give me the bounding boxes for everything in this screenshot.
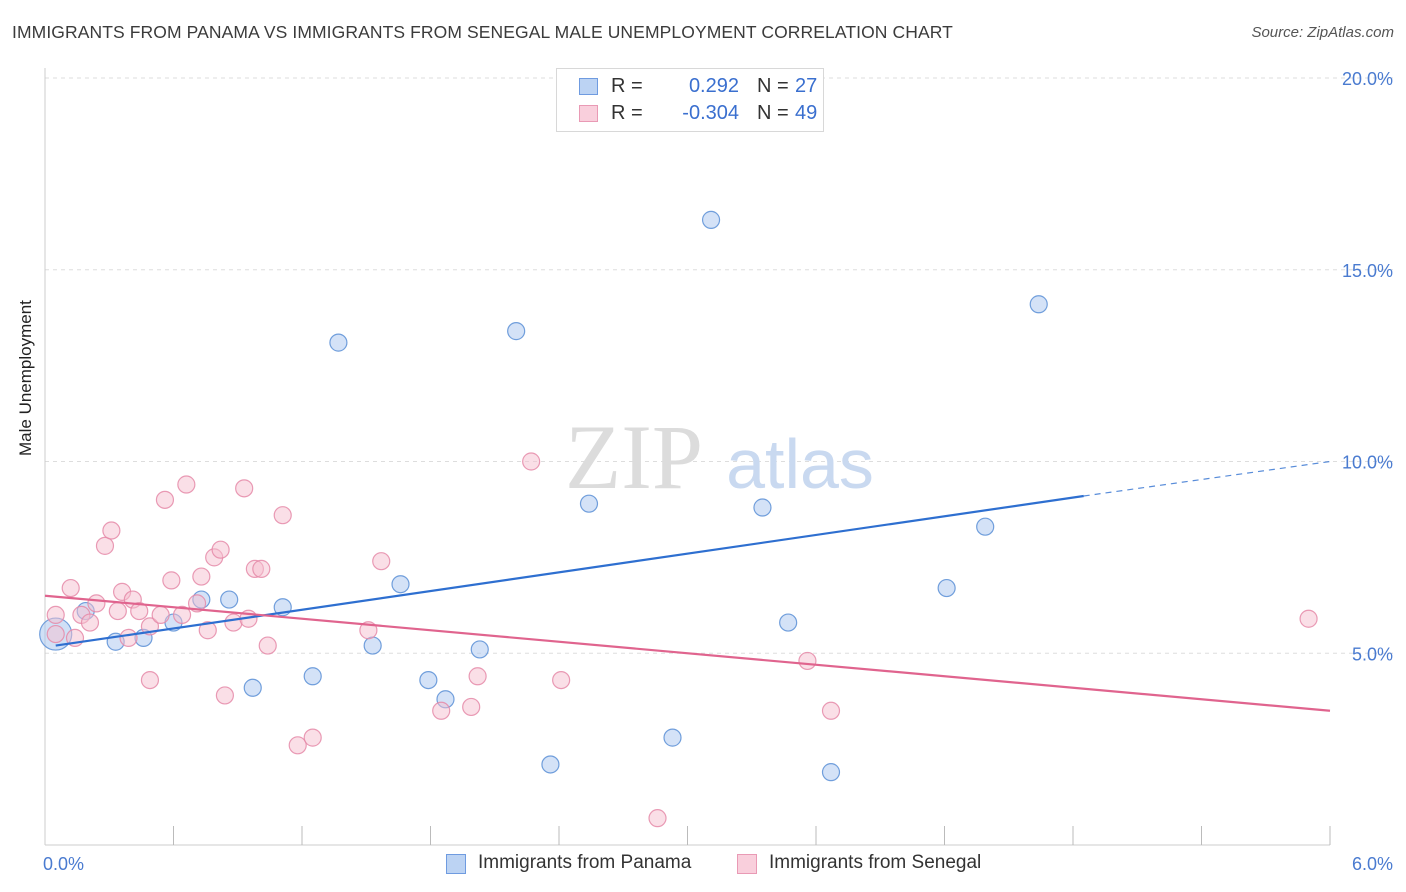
panama-point <box>243 678 262 697</box>
watermark-atlas: atlas <box>726 425 874 503</box>
senegal-point <box>798 651 817 671</box>
senegal-point <box>46 605 65 625</box>
n-label: N = <box>757 102 789 124</box>
tick-label-layer: 5.0% 10.0% 15.0% 20.0% 0.0% 6.0% <box>43 69 1393 874</box>
source-credit: Source: ZipAtlas.com <box>1251 24 1394 41</box>
y-tick-label: 15.0% <box>1342 261 1393 281</box>
senegal-point <box>273 506 292 525</box>
panama-point <box>541 755 560 774</box>
panama-point <box>220 590 239 609</box>
panama-point <box>470 640 489 659</box>
senegal-point <box>224 613 243 632</box>
panama-point <box>363 636 382 655</box>
senegal-swatch <box>579 105 598 122</box>
senegal-point <box>468 667 487 686</box>
senegal-point <box>95 536 115 555</box>
senegal-point <box>155 490 175 509</box>
senegal-point <box>192 567 211 586</box>
senegal-legend-label: Immigrants from Senegal <box>769 852 982 873</box>
r-label: R = <box>611 102 643 124</box>
senegal-point <box>119 628 138 648</box>
senegal-point <box>432 701 451 720</box>
r-label: R = <box>611 75 643 97</box>
senegal-point <box>187 594 207 613</box>
senegal-point <box>648 809 667 828</box>
senegal-point <box>462 697 481 717</box>
senegal-point <box>102 521 121 540</box>
watermark-zip: ZIP <box>565 406 703 508</box>
senegal-point <box>177 475 196 494</box>
panama-point <box>937 578 956 598</box>
y-tick-label: 5.0% <box>1352 644 1393 664</box>
senegal-point <box>198 621 217 640</box>
senegal-legend-swatch <box>737 854 757 874</box>
trend-layer <box>44 460 1331 712</box>
senegal-point <box>151 605 170 625</box>
senegal-point <box>258 636 277 655</box>
stats-legend: R = 0.292 N = 27 R = -0.304 N = 49 <box>556 68 824 132</box>
senegal-point <box>303 728 322 747</box>
senegal-point <box>821 701 841 720</box>
r-value: 0.292 <box>688 75 739 97</box>
senegal-point <box>252 559 271 578</box>
panama-trend-extension <box>1083 460 1331 497</box>
r-value: -0.304 <box>682 102 739 124</box>
senegal-point <box>235 479 254 498</box>
panama-point <box>779 613 798 632</box>
panama-point <box>663 728 682 747</box>
panama-point <box>753 498 772 517</box>
senegal-point <box>552 670 571 690</box>
panama-point <box>579 494 599 513</box>
x-tick-label: 6.0% <box>1352 854 1393 874</box>
panama-point <box>303 667 322 686</box>
panama-point <box>419 670 438 690</box>
senegal-point <box>162 571 181 590</box>
panama-point <box>329 333 348 352</box>
senegal-point <box>1299 609 1318 628</box>
panama-point <box>507 322 526 341</box>
senegal-point <box>211 540 230 559</box>
senegal-point <box>130 601 149 621</box>
n-value: 27 <box>795 75 818 97</box>
panama-point <box>821 763 841 782</box>
points-layer <box>39 210 1318 828</box>
senegal-point <box>46 624 65 644</box>
watermark: ZIP atlas <box>565 406 874 508</box>
senegal-point <box>522 452 541 471</box>
panama-point <box>701 210 721 229</box>
n-value: 49 <box>795 102 818 124</box>
senegal-point <box>372 552 391 571</box>
axis-layer <box>44 68 1331 846</box>
n-label: N = <box>757 75 789 97</box>
y-tick-label: 20.0% <box>1342 69 1393 89</box>
panama-legend-label: Immigrants from Panama <box>478 852 692 873</box>
senegal-point <box>215 686 234 705</box>
panama-trend-line <box>55 494 1084 647</box>
x-tick-label: 0.0% <box>43 854 84 874</box>
senegal-point <box>80 613 100 632</box>
panama-point <box>976 517 995 536</box>
chart-title: IMMIGRANTS FROM PANAMA VS IMMIGRANTS FRO… <box>12 22 953 42</box>
panama-point <box>1029 295 1048 314</box>
panama-legend-swatch <box>446 854 466 874</box>
senegal-point <box>140 670 160 690</box>
senegal-point <box>172 605 192 625</box>
panama-swatch <box>579 78 598 95</box>
senegal-point <box>108 601 127 621</box>
senegal-point <box>288 736 307 755</box>
y-tick-label: 10.0% <box>1342 453 1393 473</box>
senegal-point <box>61 578 80 598</box>
senegal-point <box>87 594 106 613</box>
panama-point <box>391 575 410 594</box>
senegal-trend-line <box>44 594 1331 712</box>
y-axis-label: Male Unemployment <box>16 300 35 456</box>
